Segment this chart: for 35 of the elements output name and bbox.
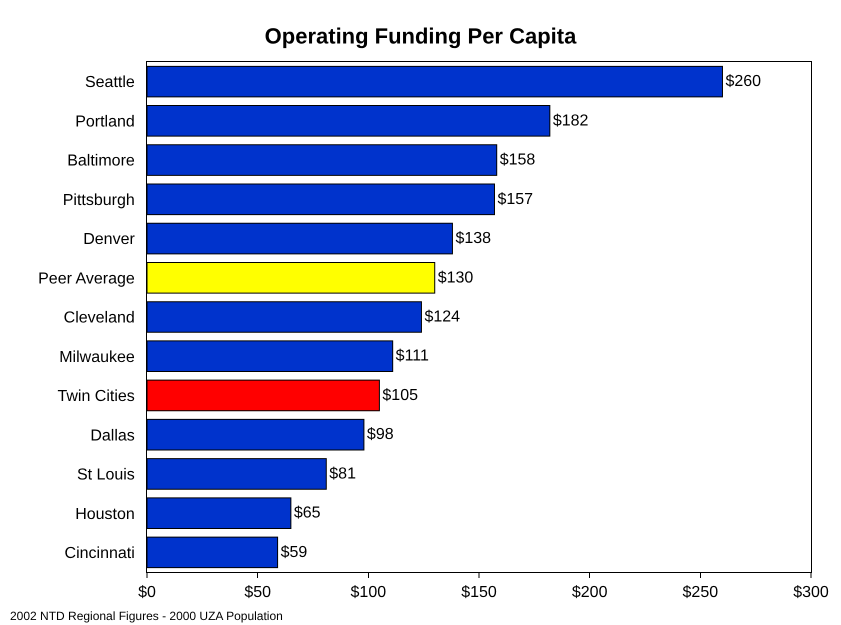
y-tick-label: Houston (75, 506, 135, 523)
data-label: $138 (455, 230, 492, 248)
y-tick-label: Denver (83, 231, 136, 248)
y-tick-label: Peer Average (38, 270, 135, 288)
x-tick-label: $300 (793, 584, 829, 602)
data-label: $158 (500, 152, 536, 169)
y-tick-label: Seattle (84, 74, 135, 92)
data-label: $59 (280, 544, 308, 561)
y-tick-label: Dallas (90, 427, 135, 444)
data-label: $157 (497, 190, 534, 208)
data-label: $65 (294, 504, 321, 522)
x-tick-label: $100 (350, 584, 386, 602)
text: 2002 NTD Regional Figures - 2000 UZA Population (10, 609, 283, 623)
chart-title: Operating Funding Per Capita (264, 24, 578, 49)
y-tick-label: St Louis (76, 466, 135, 484)
x-tick-label: $0 (138, 584, 156, 602)
y-tick-label: Baltimore (67, 152, 135, 170)
data-label: $111 (396, 348, 429, 365)
data-label: $81 (329, 465, 356, 482)
y-tick-label: Cleveland (64, 310, 135, 327)
data-label: $98 (366, 426, 394, 444)
y-tick-label: Milwaukee (59, 348, 135, 366)
x-tick-label: $200 (572, 584, 608, 602)
data-label: $105 (382, 386, 418, 404)
x-tick-label: $250 (682, 584, 718, 602)
data-label: $182 (552, 112, 589, 130)
y-tick-label: Pittsburgh (62, 192, 135, 209)
y-tick-label: Cincinnati (64, 544, 135, 562)
data-label: $124 (424, 308, 460, 326)
data-label: $130 (438, 269, 474, 286)
x-tick-label: $50 (244, 584, 272, 602)
y-tick-label: Portland (75, 113, 135, 130)
x-tick-label: $150 (461, 584, 497, 602)
data-label: $260 (725, 73, 762, 90)
y-tick-label: Twin Cities (57, 388, 135, 406)
